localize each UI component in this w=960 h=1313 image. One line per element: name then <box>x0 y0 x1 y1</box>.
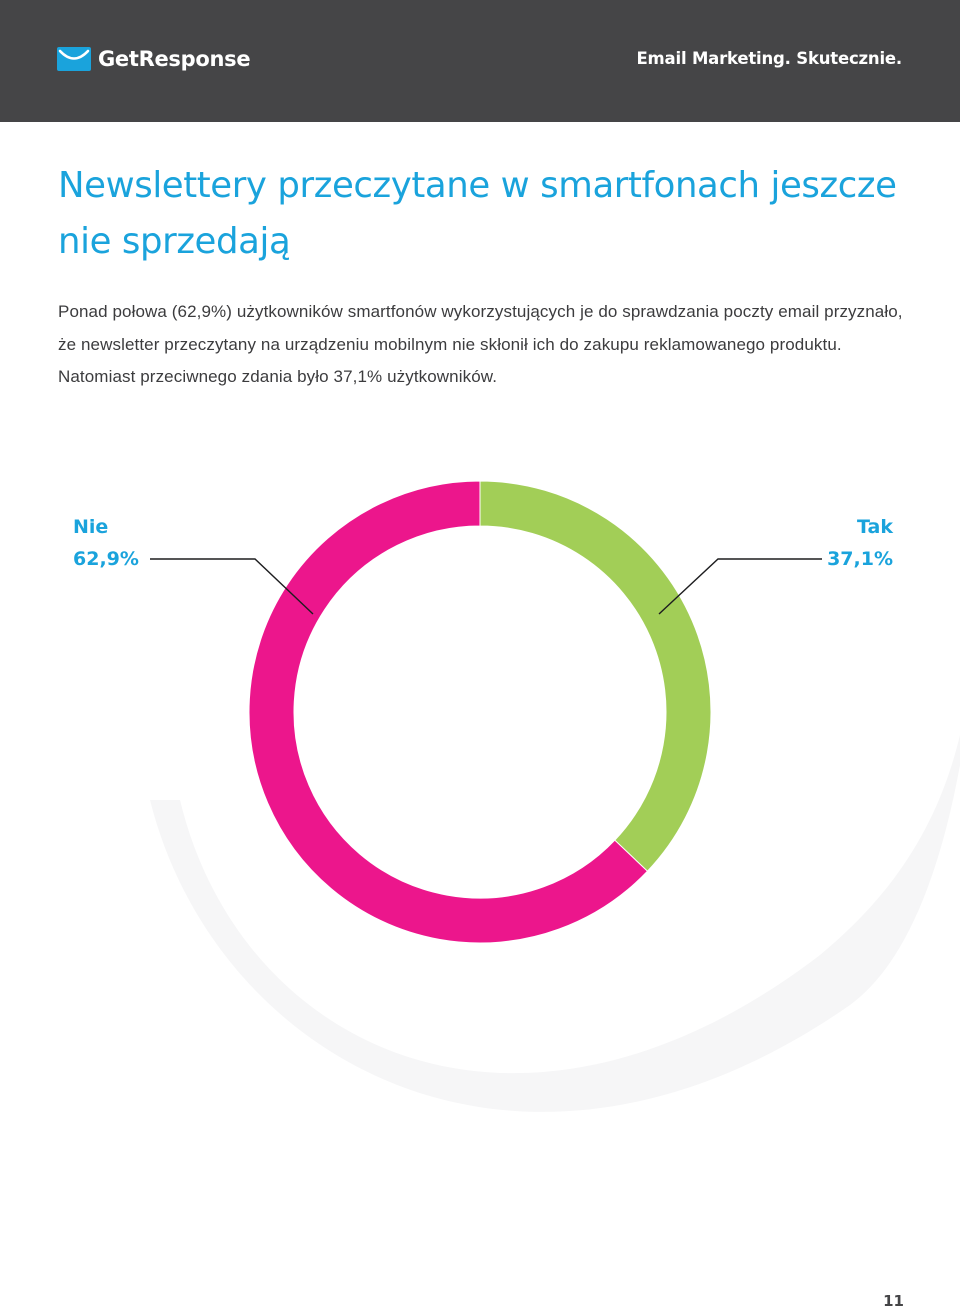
envelope-smile-icon <box>57 47 91 71</box>
value-label-tak: 37,1% <box>827 548 893 570</box>
header-tagline: Email Marketing. Skutecznie. <box>636 49 902 68</box>
page-header: GetResponse Email Marketing. Skutecznie. <box>0 0 960 122</box>
callout-label-nie: Nie 62,9% <box>73 511 139 575</box>
donut-slice-tak <box>479 480 712 872</box>
category-label-nie: Nie <box>73 516 109 538</box>
page-number: 11 <box>883 1292 904 1310</box>
intro-paragraph: Ponad połowa (62,9%) użytkowników smartf… <box>58 302 903 386</box>
leader-line-nie <box>150 558 314 615</box>
callout-label-tak: Tak 37,1% <box>827 511 893 575</box>
getresponse-logo: GetResponse <box>57 44 251 74</box>
value-label-nie: 62,9% <box>73 548 139 570</box>
category-label-tak: Tak <box>857 516 893 538</box>
donut-slice-nie <box>248 480 649 944</box>
logo-text: GetResponse <box>98 47 251 71</box>
page-title: Newslettery przeczytane w smartfonach je… <box>58 165 897 262</box>
leader-line-tak <box>658 558 822 615</box>
